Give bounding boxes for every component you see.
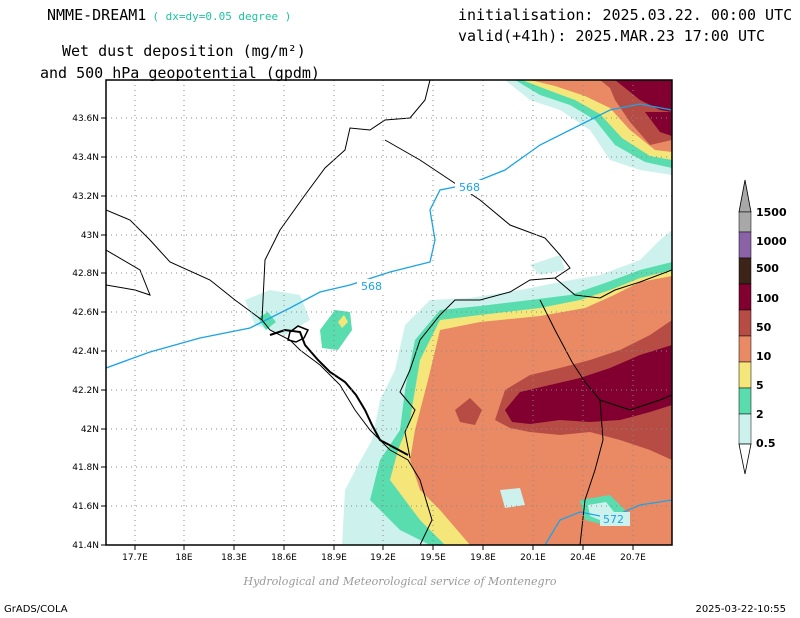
dust-area-0.5 <box>245 290 310 335</box>
legend-label: 10 <box>756 350 772 363</box>
border-line <box>106 209 433 545</box>
dust-area-0.5 <box>530 255 565 275</box>
legend-label: 100 <box>756 292 779 305</box>
border-line <box>554 269 672 299</box>
legend-swatch-1000 <box>738 231 752 259</box>
geopotential-contour-568 <box>106 103 672 369</box>
geopotential-contour-572 <box>544 499 672 545</box>
lon-tick-label: 18.6E <box>271 553 297 563</box>
legend-label: 500 <box>756 262 779 275</box>
valid-time: valid(+41h): 2025.MAR.23 17:00 UTC <box>458 27 766 45</box>
legend-swatch-2 <box>738 387 752 415</box>
model-name: NMME-DREAM1 <box>47 6 147 24</box>
lat-tick-label: 41.6N <box>72 502 99 512</box>
legend-swatch-100 <box>738 283 752 311</box>
lon-tick-label: 19.5E <box>420 553 446 563</box>
lon-tick-label: 19.2E <box>370 553 396 563</box>
lon-tick-label: 17.7E <box>122 553 148 563</box>
lat-tick-label: 42.2N <box>72 386 99 396</box>
legend-label: 1000 <box>756 235 787 248</box>
legend-swatch-5 <box>738 361 752 389</box>
contour-label: 572 <box>603 513 624 526</box>
lon-tick-label: 19.8E <box>470 553 496 563</box>
legend-swatch-0.5 <box>738 413 752 445</box>
model-title: NMME-DREAM1 ( dx=dy=0.05 degree ) <box>47 6 291 24</box>
lon-tick-label: 20.1E <box>520 553 546 563</box>
variable-title: Wet dust deposition (mg/m²) <box>62 42 306 60</box>
lon-tick-label: 20.7E <box>620 553 646 563</box>
lat-tick-label: 43N <box>81 231 99 241</box>
lat-tick-label: 43.2N <box>72 192 99 202</box>
lat-tick-label: 42.6N <box>72 308 99 318</box>
legend-label: 50 <box>756 321 772 334</box>
border-line <box>599 394 672 411</box>
lon-tick-label: 18.9E <box>321 553 347 563</box>
datestamp: 2025-03-22-10:55 <box>695 604 786 615</box>
legend-swatch-500 <box>738 257 752 285</box>
border-line <box>261 80 431 321</box>
dust-area-100 <box>615 80 672 136</box>
legend-swatch-10 <box>738 335 752 363</box>
lat-tick-label: 42.4N <box>72 347 99 357</box>
border-line <box>384 139 571 459</box>
variable-subtitle: and 500 hPa geopotential (gpdm) <box>40 64 320 82</box>
legend-bottom-arrow-icon <box>738 443 752 475</box>
lat-tick-label: 41.4N <box>72 541 99 551</box>
lat-tick-label: 43.4N <box>72 153 99 163</box>
lat-tick-label: 42N <box>81 425 99 435</box>
dust-area-50 <box>455 398 482 425</box>
legend-top-arrow-icon <box>738 179 752 213</box>
legend-swatch-50 <box>738 309 752 337</box>
dust-area-0.5 <box>500 488 525 508</box>
border-line <box>106 249 151 296</box>
legend-label: 0.5 <box>756 437 776 450</box>
lat-tick-label: 42.8N <box>72 269 99 279</box>
legend-label: 5 <box>756 379 764 392</box>
lon-tick-label: 18E <box>175 553 192 563</box>
color-legend: 1500 1000 500 100 50 10 5 2 0.5 <box>738 179 787 475</box>
legend-label: 2 <box>756 408 764 421</box>
lon-tick-label: 20.4E <box>570 553 596 563</box>
software-label: GrADS/COLA <box>4 604 68 615</box>
lat-tick-label: 41.8N <box>72 463 99 473</box>
legend-swatch-1500 <box>738 211 752 233</box>
dust-area-100 <box>505 345 672 424</box>
contour-label: 568 <box>459 181 480 194</box>
credit-line: Hydrological and Meteorological service … <box>243 575 557 588</box>
contour-label: 568 <box>361 280 382 293</box>
model-resolution: ( dx=dy=0.05 degree ) <box>152 10 292 23</box>
lat-tick-label: 43.6N <box>72 114 99 124</box>
legend-label: 1500 <box>756 206 787 219</box>
initialisation-time: initialisation: 2025.03.22. 00:00 UTC <box>458 6 793 24</box>
coastline <box>269 328 409 456</box>
lon-tick-label: 18.3E <box>221 553 247 563</box>
dust-area-5 <box>338 315 348 328</box>
coastline <box>287 325 310 343</box>
